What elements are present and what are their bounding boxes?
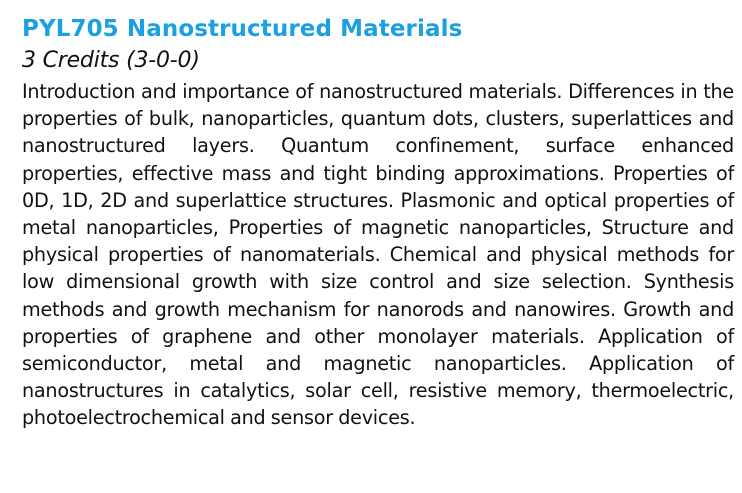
course-description: Introduction and importance of nanostruc… (22, 80, 734, 430)
course-title: PYL705 Nanostructured Materials (22, 16, 463, 42)
course-credits: 3 Credits (3-0-0) (22, 48, 200, 73)
